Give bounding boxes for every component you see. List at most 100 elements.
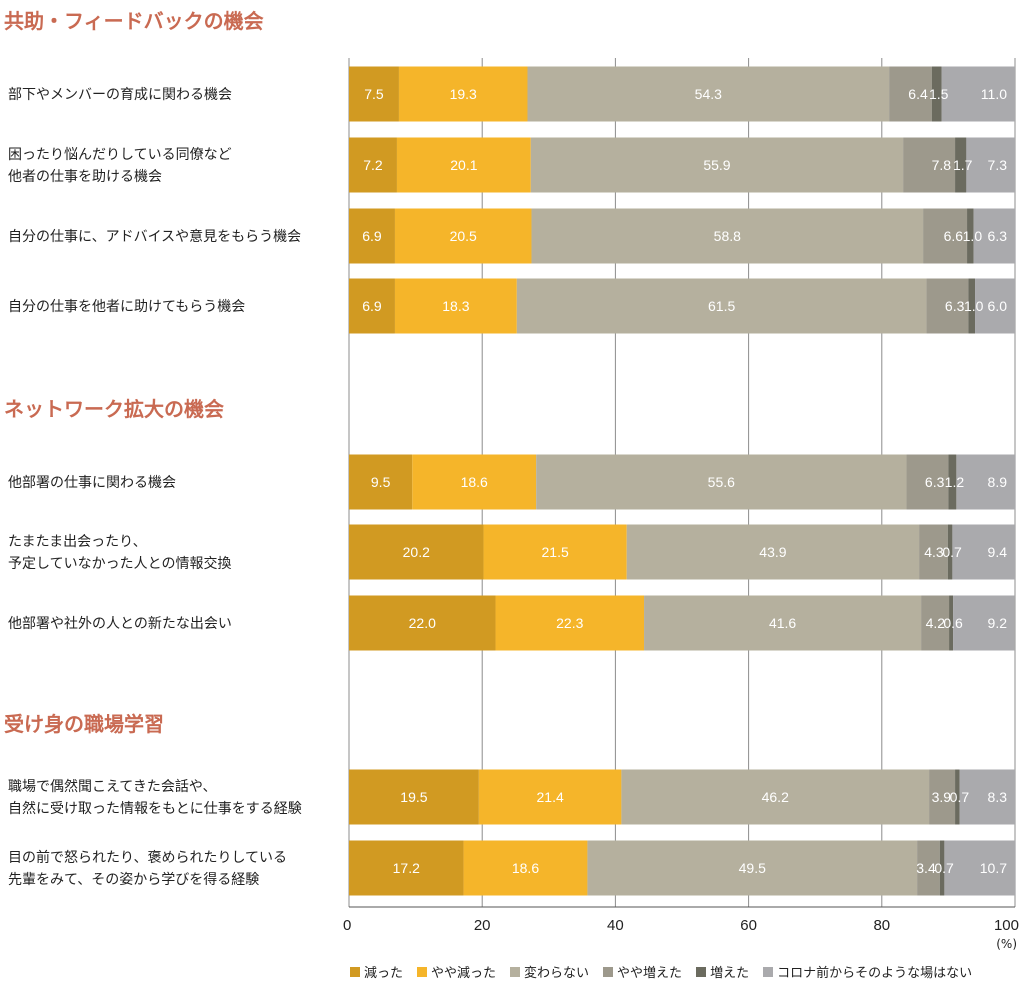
bar-segment	[973, 208, 1016, 264]
bar-value-label: 21.5	[542, 544, 569, 560]
bar-segment	[949, 595, 954, 651]
bar-segment	[956, 454, 1016, 510]
bar-value-label: 9.4	[988, 544, 1008, 560]
bar-segment	[412, 454, 537, 510]
bar-segment	[349, 137, 397, 193]
bar-value-label: 1.7	[953, 157, 973, 173]
legend-swatch	[350, 966, 360, 977]
bar-segment	[968, 278, 976, 334]
bar-value-label: 17.2	[393, 860, 420, 876]
bar-segment	[903, 137, 956, 193]
row-label: 職場で偶然聞こえてきた会話や、	[8, 778, 216, 795]
bar-value-label: 8.9	[988, 474, 1008, 490]
row-label: 他者の仕事を助ける機会	[8, 169, 162, 185]
bar-segment	[644, 595, 922, 651]
x-tick-label: 60	[740, 917, 757, 934]
legend-item: 変わらない	[510, 962, 589, 981]
bar-value-label: 6.3	[925, 474, 945, 490]
bar-segment	[398, 66, 528, 122]
bar-value-label: 20.5	[450, 228, 477, 244]
row-label: たまたま出会ったり、	[8, 534, 147, 550]
row-label: 目の前で怒られたり、褒められたりしている	[8, 849, 287, 866]
bar-segment	[626, 524, 920, 580]
bar-segment	[478, 769, 622, 825]
legend-item: 減った	[350, 962, 403, 981]
bar-segment	[941, 66, 1015, 122]
row-label: 部下やメンバーの育成に関わる機会	[8, 87, 232, 103]
bar-value-label: 1.2	[945, 474, 965, 490]
bar-value-label: 41.6	[769, 615, 796, 631]
legend-swatch	[603, 966, 614, 977]
x-tick-label: 80	[873, 917, 890, 934]
row-label: 自分の仕事を他者に助けてもらう機会	[8, 299, 245, 315]
bar-segment	[349, 278, 395, 334]
bar-segment	[396, 137, 531, 193]
bar-segment	[536, 454, 907, 510]
bar-value-label: 22.0	[409, 615, 436, 631]
bar-value-label: 1.0	[963, 228, 983, 244]
bar-segment	[975, 278, 1015, 334]
bar-segment	[349, 595, 496, 651]
bar-segment	[931, 66, 942, 122]
bar-value-label: 22.3	[556, 615, 583, 631]
bar-segment	[463, 840, 588, 896]
bar-segment	[889, 66, 932, 122]
bar-value-label: 19.3	[450, 86, 477, 102]
row-label: 自分の仕事に、アドバイスや意見をもらう機会	[8, 228, 301, 245]
bar-value-label: 4.2	[926, 615, 946, 631]
bar-segment	[516, 278, 927, 334]
section-title: 共助・フィードバックの機会	[4, 9, 264, 33]
legend-swatch	[763, 966, 774, 977]
x-tick-label: 0	[343, 917, 351, 934]
legend-item: やや減った	[417, 962, 496, 981]
bar-value-label: 10.7	[980, 860, 1007, 876]
row-label: 先輩をみて、その姿から学びを得る経験	[8, 871, 259, 888]
bar-segment	[587, 840, 918, 896]
legend-item: 増えた	[696, 962, 749, 981]
bar-value-label: 19.5	[400, 789, 427, 805]
bar-segment	[952, 524, 1015, 580]
bar-value-label: 20.1	[450, 157, 477, 173]
bar-value-label: 7.3	[988, 157, 1008, 173]
bar-segment	[926, 278, 969, 334]
bar-value-label: 46.2	[762, 789, 789, 805]
bar-segment	[394, 208, 532, 264]
bar-segment	[948, 454, 957, 510]
bar-segment	[527, 66, 890, 122]
bar-value-label: 18.6	[512, 860, 539, 876]
bar-segment	[495, 595, 645, 651]
bar-value-label: 7.5	[364, 86, 384, 102]
bar-value-label: 0.6	[943, 615, 963, 631]
bar-value-label: 55.9	[703, 157, 730, 173]
bar-value-label: 3.4	[916, 860, 936, 876]
bar-segment	[349, 66, 399, 122]
bar-value-label: 55.6	[708, 474, 735, 490]
bar-value-label: 0.7	[950, 789, 970, 805]
legend-swatch	[696, 966, 707, 977]
bar-value-label: 6.9	[362, 298, 382, 314]
bar-value-label: 9.5	[371, 474, 391, 490]
legend-label: 増えた	[710, 966, 750, 981]
bar-value-label: 6.9	[362, 228, 382, 244]
bar-value-label: 7.8	[932, 157, 952, 173]
bar-segment	[939, 840, 945, 896]
x-axis-unit: (%)	[996, 937, 1017, 951]
bar-value-label: 8.3	[988, 789, 1008, 805]
bar-segment	[621, 769, 930, 825]
bar-value-label: 1.5	[929, 86, 949, 102]
bar-segment	[483, 524, 627, 580]
legend-item: やや増えた	[603, 962, 682, 981]
bar-value-label: 18.6	[461, 474, 488, 490]
legend-item: コロナ前からそのような場はない	[763, 962, 972, 981]
row-label: 他部署や社外の人との新たな出会い	[8, 616, 232, 632]
bar-segment	[917, 840, 940, 896]
legend-swatch	[510, 966, 521, 977]
bar-value-label: 49.5	[739, 860, 766, 876]
bar-value-label: 11.0	[981, 86, 1007, 102]
bar-value-label: 4.3	[924, 544, 944, 560]
bar-segment	[349, 524, 484, 580]
bar-segment	[349, 840, 464, 896]
bar-segment	[906, 454, 949, 510]
legend-label: コロナ前からそのような場はない	[777, 966, 973, 981]
